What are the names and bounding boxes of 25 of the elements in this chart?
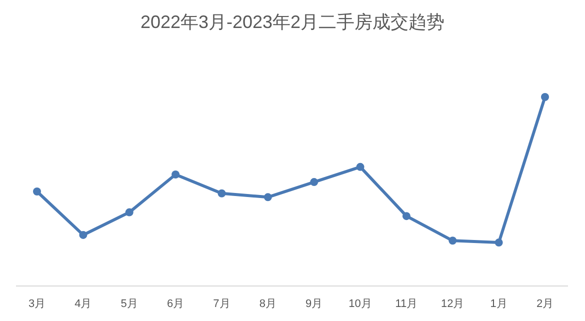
- x-tick-label: 9月: [306, 298, 323, 310]
- point: [264, 193, 272, 202]
- x-tick-label: 8月: [259, 298, 276, 310]
- point: [310, 178, 318, 186]
- point: [79, 230, 88, 239]
- point: [33, 188, 41, 196]
- point: [402, 212, 410, 220]
- x-tick-label: 2月: [536, 298, 554, 310]
- point: [172, 170, 180, 178]
- x-tick-label: 11月: [395, 298, 418, 310]
- chart-title: 2022年3月-2023年2月二手房成交趋势: [140, 12, 445, 32]
- x-tick-label: 4月: [74, 298, 92, 310]
- x-tick-label: 10月: [348, 298, 372, 310]
- x-tick-label: 6月: [166, 298, 184, 310]
- point: [218, 189, 226, 198]
- x-tick-label: 7月: [213, 298, 230, 310]
- point: [356, 162, 364, 171]
- x-tick-label: 12月: [441, 298, 464, 310]
- x-tick-label: 5月: [120, 298, 138, 310]
- point: [494, 238, 503, 247]
- x-tick-label: 1月: [490, 298, 508, 310]
- point: [125, 208, 134, 216]
- point: [448, 236, 457, 245]
- x-tick-label: 3月: [28, 298, 46, 310]
- point: [541, 93, 549, 101]
